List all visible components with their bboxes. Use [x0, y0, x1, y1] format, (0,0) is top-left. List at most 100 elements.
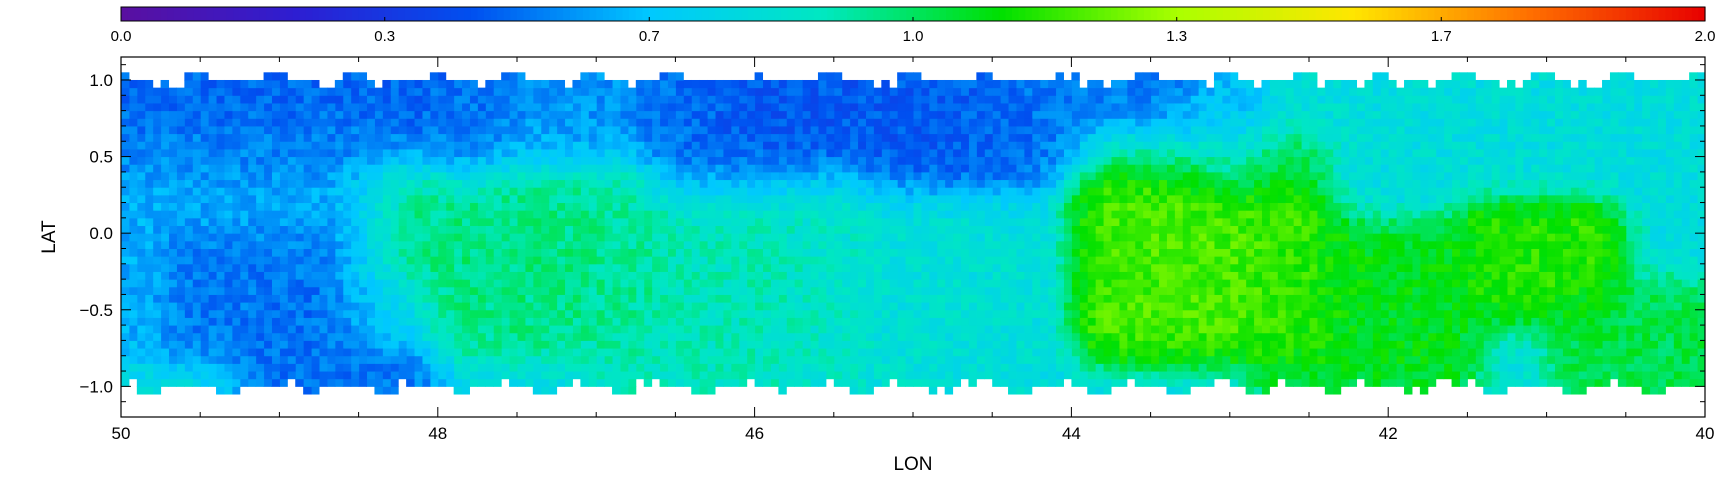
- heatmap-cell: [1388, 317, 1396, 325]
- heatmap-cell: [1459, 356, 1467, 364]
- heatmap-cell: [1697, 141, 1705, 149]
- heatmap-cell: [1174, 248, 1182, 256]
- heatmap-cell: [1230, 141, 1238, 149]
- heatmap-cell: [945, 371, 953, 379]
- heatmap-cell: [834, 264, 842, 272]
- heatmap-cell: [794, 80, 802, 88]
- heatmap-cell: [1238, 187, 1246, 195]
- heatmap-cell: [1198, 180, 1206, 188]
- heatmap-cell: [921, 80, 929, 88]
- heatmap-cell: [1269, 187, 1277, 195]
- heatmap-cell: [976, 203, 984, 211]
- colorbar-segment: [312, 7, 319, 21]
- colorbar-segment: [266, 7, 273, 21]
- heatmap-cell: [1697, 302, 1705, 310]
- heatmap-cell: [794, 226, 802, 234]
- heatmap-cell: [1341, 264, 1349, 272]
- heatmap-cell: [873, 340, 881, 348]
- heatmap-cell: [1008, 271, 1016, 279]
- heatmap-cell: [881, 317, 889, 325]
- heatmap-cell: [1166, 379, 1174, 387]
- heatmap-cell: [1341, 141, 1349, 149]
- heatmap-cell: [1222, 356, 1230, 364]
- heatmap-cell: [1063, 233, 1071, 241]
- heatmap-cell: [1380, 187, 1388, 195]
- heatmap-cell: [1578, 157, 1586, 165]
- heatmap-cell: [1206, 95, 1214, 103]
- colorbar-segment: [1401, 7, 1408, 21]
- heatmap-cell: [810, 172, 818, 180]
- colorbar-segment: [913, 7, 920, 21]
- heatmap-cell: [953, 271, 961, 279]
- heatmap-cell: [1016, 218, 1024, 226]
- heatmap-cell: [1452, 264, 1460, 272]
- heatmap-cell: [1000, 134, 1008, 142]
- heatmap-cell: [1452, 325, 1460, 333]
- heatmap-cell: [1040, 333, 1048, 341]
- heatmap-cell: [1681, 95, 1689, 103]
- heatmap-cell: [858, 187, 866, 195]
- heatmap-cell: [1127, 226, 1135, 234]
- heatmap-cell: [1103, 241, 1111, 249]
- heatmap-cell: [1420, 356, 1428, 364]
- heatmap-cell: [1087, 126, 1095, 134]
- heatmap-cell: [1111, 103, 1119, 111]
- heatmap-cell: [794, 248, 802, 256]
- heatmap-cell: [1380, 149, 1388, 157]
- heatmap-cell: [1697, 134, 1705, 142]
- heatmap-cell: [1515, 248, 1523, 256]
- heatmap-cell: [1238, 226, 1246, 234]
- heatmap-cell: [1269, 95, 1277, 103]
- heatmap-cell: [1103, 287, 1111, 295]
- heatmap-cell: [1008, 88, 1016, 96]
- heatmap-cell: [1547, 348, 1555, 356]
- heatmap-cell: [1333, 195, 1341, 203]
- heatmap-cell: [873, 218, 881, 226]
- heatmap-cell: [1357, 233, 1365, 241]
- heatmap-cell: [1539, 172, 1547, 180]
- heatmap-cell: [778, 310, 786, 318]
- heatmap-cell: [1634, 210, 1642, 218]
- heatmap-cell: [1174, 141, 1182, 149]
- heatmap-cell: [1024, 363, 1032, 371]
- heatmap-cell: [1665, 371, 1673, 379]
- heatmap-cell: [881, 187, 889, 195]
- colorbar-segment: [774, 7, 781, 21]
- heatmap-cell: [1341, 348, 1349, 356]
- heatmap-cell: [1174, 256, 1182, 264]
- heatmap-cell: [881, 333, 889, 341]
- heatmap-cell: [1040, 187, 1048, 195]
- heatmap-cell: [961, 279, 969, 287]
- heatmap-cell: [1380, 379, 1388, 387]
- heatmap-cell: [1222, 294, 1230, 302]
- heatmap-cell: [1349, 111, 1357, 119]
- heatmap-cell: [1380, 264, 1388, 272]
- heatmap-cell: [1063, 88, 1071, 96]
- heatmap-cell: [913, 218, 921, 226]
- heatmap-cell: [1309, 340, 1317, 348]
- heatmap-cell: [1277, 195, 1285, 203]
- heatmap-cell: [1515, 379, 1523, 387]
- colorbar-segment: [524, 7, 531, 21]
- heatmap-cell: [913, 264, 921, 272]
- heatmap-cell: [1040, 111, 1048, 119]
- heatmap-cell: [1547, 103, 1555, 111]
- colorbar-segment: [1421, 7, 1428, 21]
- heatmap-cell: [1586, 279, 1594, 287]
- heatmap-cell: [810, 348, 818, 356]
- heatmap-cell: [1325, 157, 1333, 165]
- heatmap-cell: [1127, 95, 1135, 103]
- heatmap-cell: [873, 348, 881, 356]
- heatmap-cell: [1008, 218, 1016, 226]
- heatmap-cell: [961, 241, 969, 249]
- heatmap-cell: [1325, 226, 1333, 234]
- heatmap-cell: [858, 157, 866, 165]
- heatmap-cell: [1444, 294, 1452, 302]
- heatmap-cell: [1547, 210, 1555, 218]
- heatmap-cell: [794, 264, 802, 272]
- heatmap-cell: [1230, 118, 1238, 126]
- heatmap-cell: [1103, 271, 1111, 279]
- heatmap-cell: [1539, 348, 1547, 356]
- heatmap-cell: [1697, 356, 1705, 364]
